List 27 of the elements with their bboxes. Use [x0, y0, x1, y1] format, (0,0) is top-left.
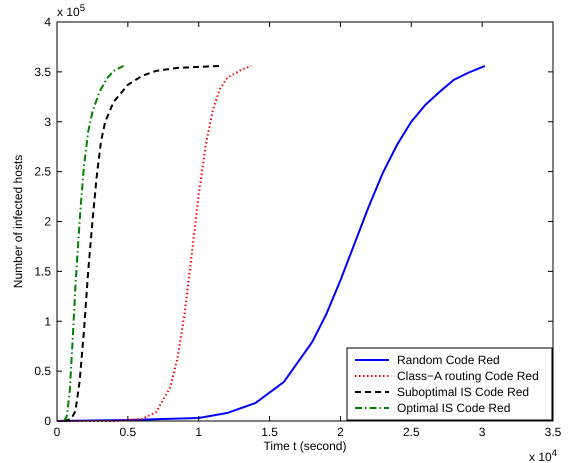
legend-label: Class−A routing Code Red [397, 369, 539, 383]
x-tick-label: 1.5 [261, 425, 278, 439]
y-tick-label: 0.5 [34, 364, 52, 378]
y-tick-label: 1.5 [34, 264, 52, 278]
x-tick-label: 2 [337, 425, 344, 439]
text: x 10$^{4}$ [529, 448, 558, 463]
x-tick-label: 2.5 [402, 425, 420, 439]
y-tick-label: 3 [44, 114, 52, 129]
x-tick-label: 3 [478, 425, 486, 439]
x-tick-label: 0 [54, 425, 61, 439]
y-tick-label: 2 [44, 214, 52, 228]
legend-label: Optimal IS Code Red [397, 401, 510, 415]
x-tick-label: 3.5 [544, 425, 562, 439]
text: x 10$^{5}$ [57, 2, 86, 19]
legend-label: Suboptimal IS Code Red [397, 385, 530, 399]
y-tick-label: 0 [44, 414, 52, 428]
line-series [63, 64, 125, 422]
legend-label: Random Code Red [397, 353, 500, 367]
y-tick-label: 2.5 [34, 164, 52, 179]
x-tick-label: 1 [195, 425, 202, 439]
y-tick-label: 4 [44, 15, 52, 29]
line-series [56, 64, 252, 422]
y-tick-label: 3.5 [34, 64, 52, 79]
y-tick-label: 1 [44, 314, 52, 328]
y-axis-title: Number of infected hosts [11, 154, 25, 288]
x-tick-label: 0.5 [120, 425, 137, 439]
x-axis-title: Time t (second) [264, 439, 346, 453]
